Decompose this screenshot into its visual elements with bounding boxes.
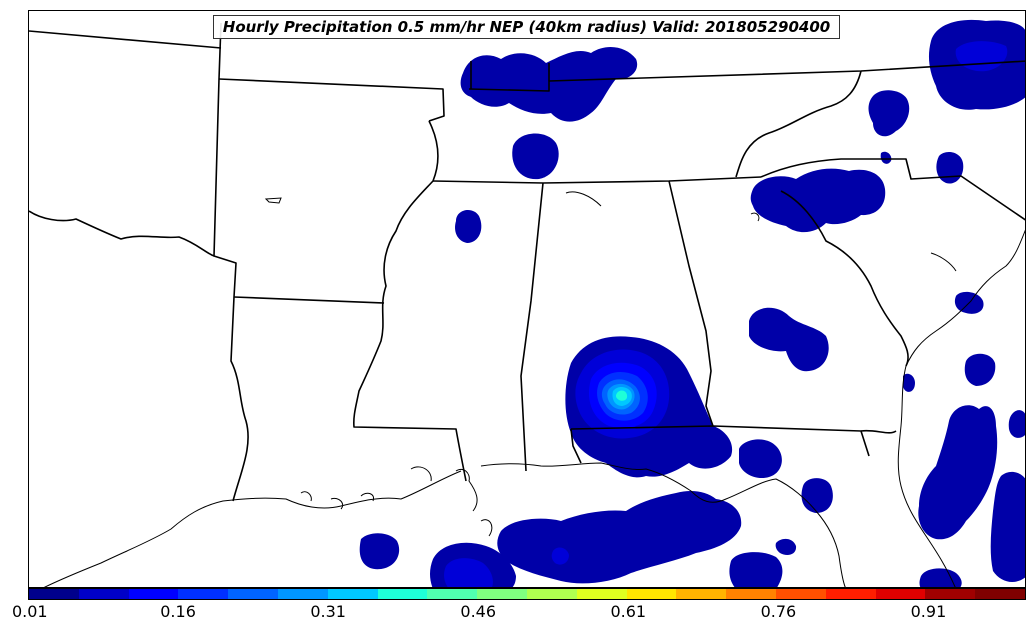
precip-area-north-ms xyxy=(455,209,482,243)
colorbar-segment xyxy=(377,589,428,599)
colorbar-tick-label: 0.46 xyxy=(460,602,497,621)
border-ga-fl-east xyxy=(860,429,897,434)
colorbar xyxy=(28,588,1026,600)
precip-fields xyxy=(359,19,1025,587)
coastlines xyxy=(43,191,1025,587)
map-title: Hourly Precipitation 0.5 mm/hr NEP (40km… xyxy=(213,15,840,39)
border-ar-mo xyxy=(218,78,445,122)
colorbar-segment xyxy=(327,589,378,599)
colorbar-segment xyxy=(78,589,129,599)
precip-area-fl-big-bend xyxy=(801,478,833,513)
colorbar-segment xyxy=(676,589,727,599)
colorbar-tick-label: 0.01 xyxy=(11,602,48,621)
inland-lakes xyxy=(264,191,957,272)
colorbar-segment xyxy=(626,589,677,599)
precip-area-gulf-core xyxy=(551,547,569,565)
border-ms-tn-al-ga xyxy=(432,176,762,184)
coastline-louisiana xyxy=(300,466,493,537)
precip-area-gulf-la xyxy=(359,533,400,570)
border-ar-la xyxy=(233,296,385,304)
colorbar-segment xyxy=(975,589,1025,599)
border-al-ga xyxy=(668,180,714,427)
colorbar-segment xyxy=(178,589,229,599)
colorbar-segment xyxy=(925,589,976,599)
border-tn-nc xyxy=(760,158,1025,221)
border-fl-al-west xyxy=(570,428,582,464)
precip-area-sc-upstate xyxy=(750,168,886,233)
precip-area-fl-peninsula xyxy=(918,405,998,540)
precip-area-gulf-east xyxy=(497,491,742,584)
map-panel xyxy=(28,10,1026,588)
border-mississippi-river xyxy=(353,120,467,482)
colorbar-segment xyxy=(128,589,179,599)
colorbar-segment xyxy=(427,589,478,599)
colorbar-segment xyxy=(576,589,627,599)
border-tx-la xyxy=(230,296,249,502)
colorbar-segment xyxy=(477,589,527,599)
precip-area-nc-south xyxy=(880,151,964,184)
border-tx-ok-red-river xyxy=(29,210,215,257)
precip-area-fl-east xyxy=(990,471,1025,582)
border-nc-va xyxy=(735,70,862,178)
colorbar-tick-label: 0.76 xyxy=(760,602,797,621)
border-fl-al-ga xyxy=(570,425,870,457)
colorbar-tick-label: 0.31 xyxy=(310,602,346,621)
precip-area-ga-sw xyxy=(739,439,782,479)
precip-area-fl-ne xyxy=(1008,410,1025,438)
precip-area-west-tn xyxy=(512,133,559,180)
colorbar-tick-label: 0.91 xyxy=(910,602,947,621)
border-ky-north xyxy=(470,61,550,89)
precip-area-al-core-7 xyxy=(615,390,628,401)
colorbar-tick-label: 0.16 xyxy=(160,602,196,621)
precipitation-map xyxy=(29,19,1025,587)
colorbar-segment xyxy=(228,589,278,599)
colorbar-tick-label: 0.61 xyxy=(610,602,647,621)
precip-area-gulf-se xyxy=(729,538,962,587)
precip-area-ga-central xyxy=(749,307,829,372)
precip-area-ga-coast xyxy=(903,353,996,392)
colorbar-segment xyxy=(526,589,577,599)
border-ks-mo-ar xyxy=(213,22,237,298)
coastline-mississippi-alabama xyxy=(480,462,846,587)
border-ok-ks xyxy=(29,30,222,49)
precip-area-nc-central xyxy=(868,90,910,137)
colorbar-segment xyxy=(875,589,926,599)
colorbar-segment xyxy=(825,589,876,599)
state-borders xyxy=(29,22,1025,502)
colorbar-segment xyxy=(277,589,328,599)
border-ga-sc-savannah xyxy=(780,190,909,367)
colorbar-segment xyxy=(775,589,826,599)
colorbar-tick-labels: 0.01 0.16 0.31 0.46 0.61 0.76 0.91 xyxy=(0,600,1036,630)
coastline-nc-sc xyxy=(905,229,1025,367)
coastline-texas xyxy=(43,470,462,587)
border-ms-al xyxy=(520,182,544,472)
colorbar-segment xyxy=(29,589,79,599)
coastline-florida-east xyxy=(897,365,956,587)
precip-area-gulf-south-core xyxy=(444,558,493,587)
colorbar-segment xyxy=(726,589,776,599)
